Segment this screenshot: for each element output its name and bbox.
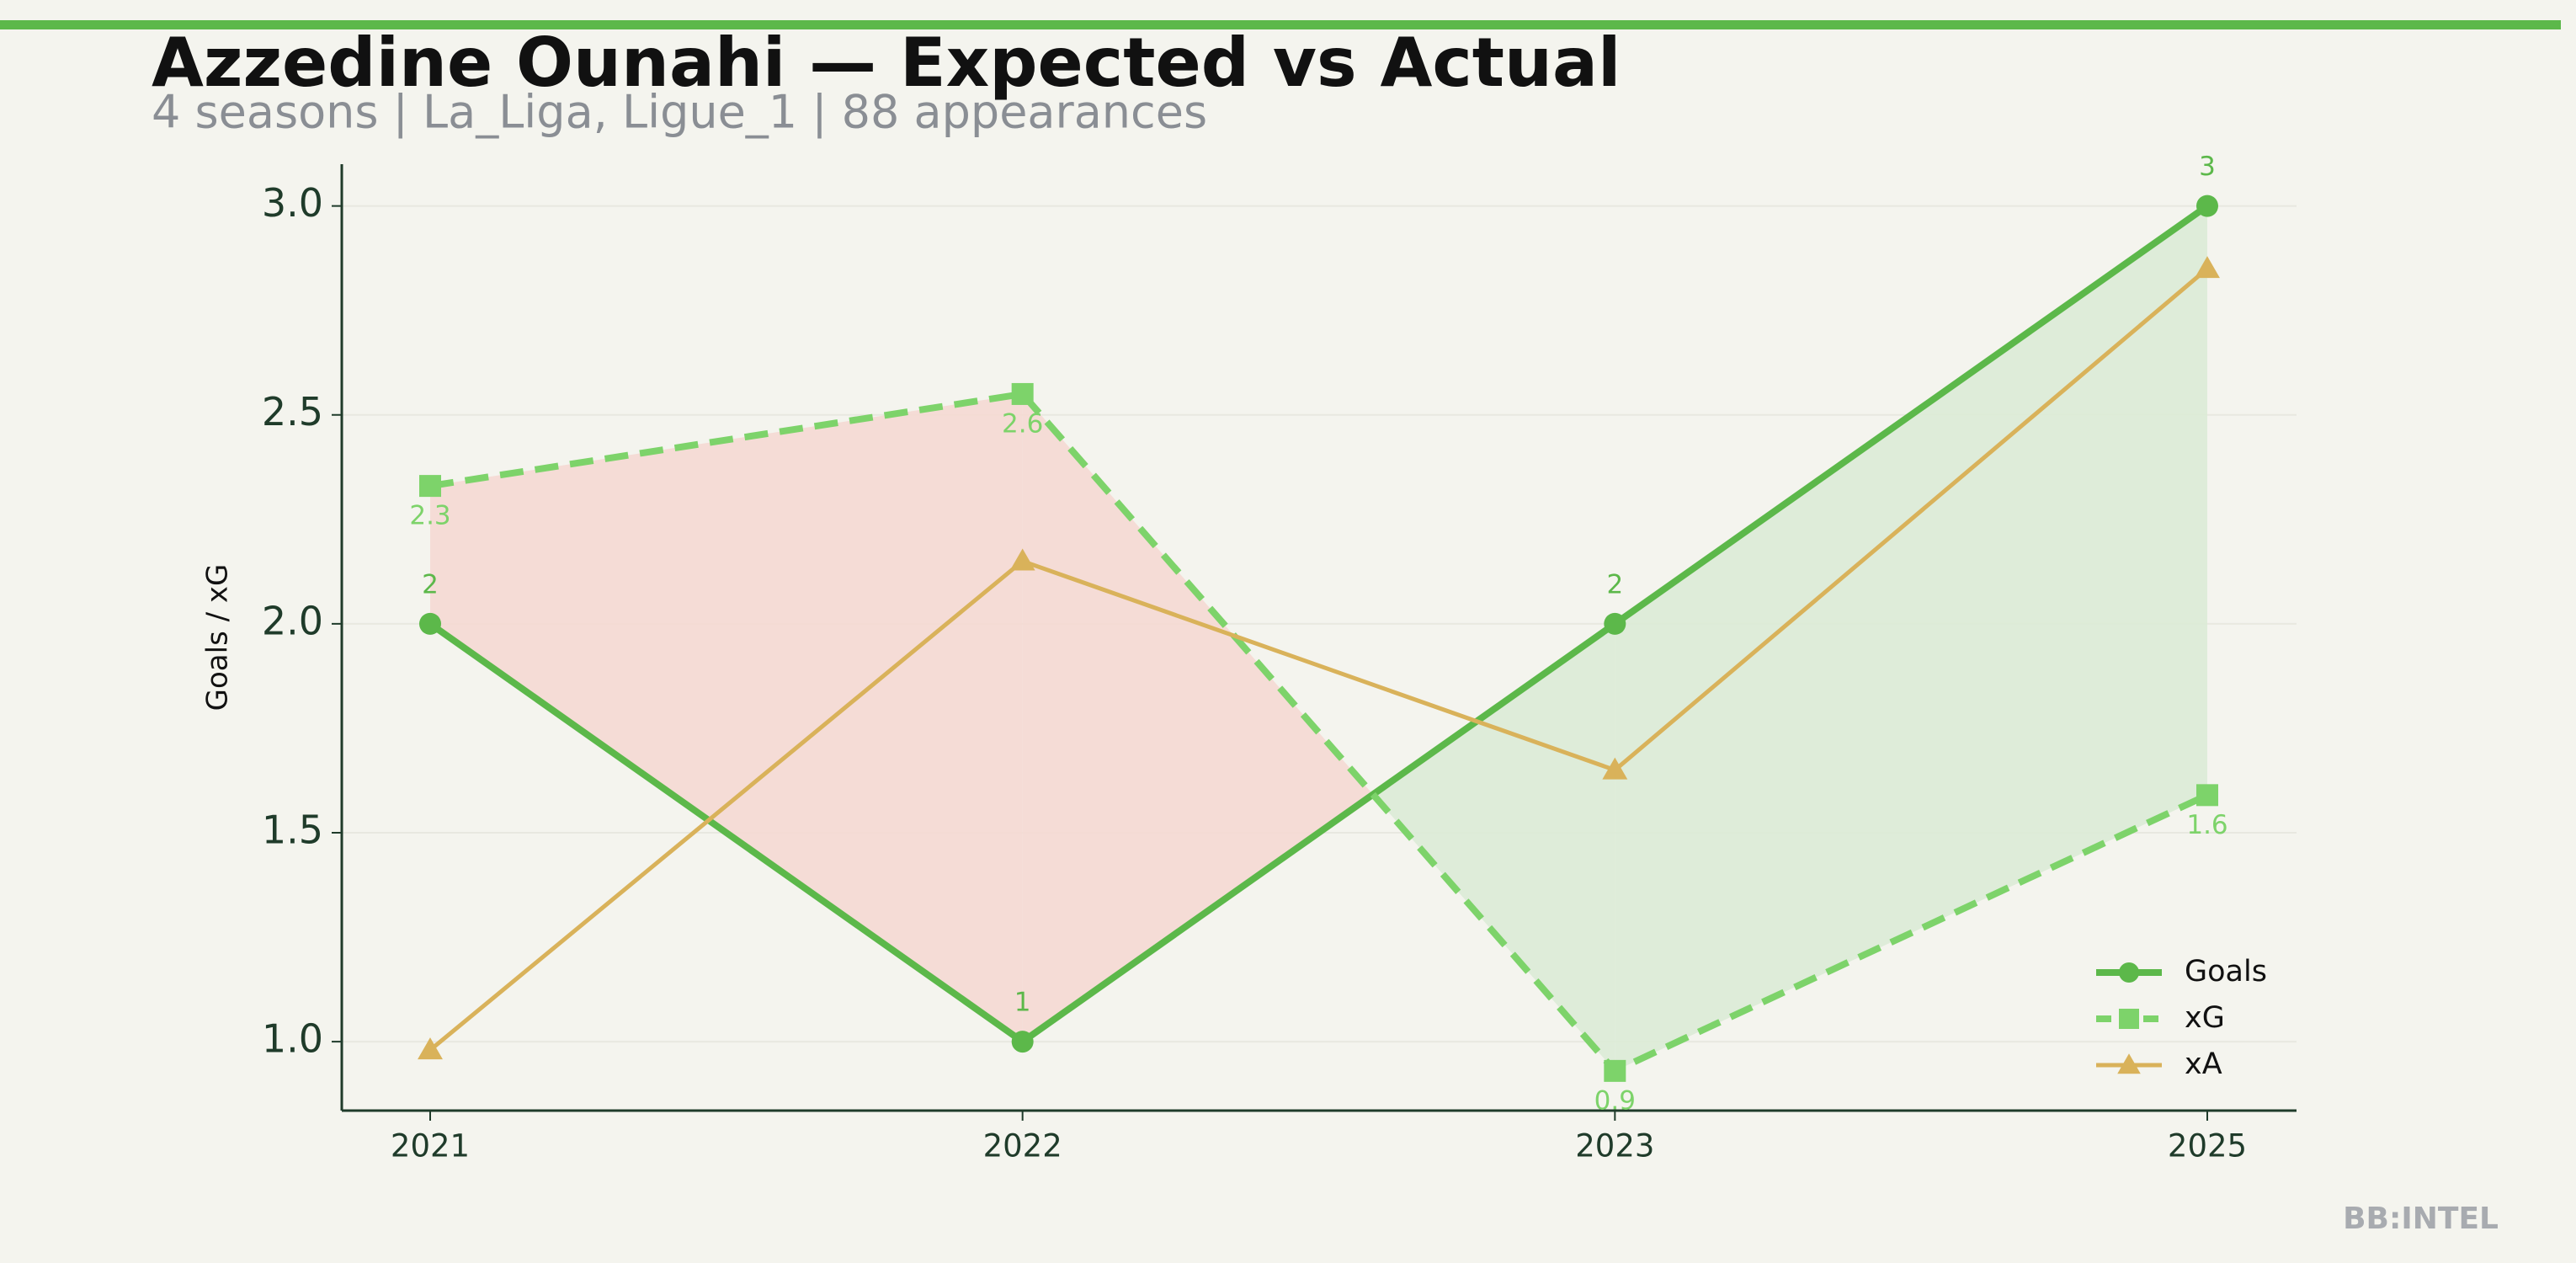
y-axis-label: Goals / xG [201, 564, 235, 711]
x-tick-label: 2021 [391, 1128, 470, 1164]
value-label: 1.6 [2186, 810, 2227, 840]
legend-marker [2119, 962, 2139, 983]
legend-label: Goals [2185, 955, 2267, 989]
marker [1602, 757, 1628, 780]
y-tick-label: 2.0 [262, 598, 323, 643]
value-label: 2 [422, 569, 439, 600]
marker [2196, 195, 2218, 217]
legend-label: xG [2185, 1001, 2225, 1035]
x-tick-label: 2025 [2168, 1128, 2247, 1164]
gap-fill [1022, 393, 1373, 1042]
series-line [429, 390, 2209, 1074]
value-label: 0.9 [1594, 1085, 1636, 1116]
marker [1011, 1031, 1034, 1053]
marker [2195, 256, 2220, 279]
value-label: 1 [1014, 988, 1031, 1018]
x-tick-label: 2023 [1575, 1128, 1654, 1164]
value-label: 3 [2199, 152, 2216, 182]
top-bar [0, 20, 2561, 29]
series-line [428, 267, 2209, 1052]
legend-marker [2119, 1009, 2139, 1029]
chart-subtitle: 4 seasons | La_Liga, Ligue_1 | 88 appear… [152, 86, 1207, 139]
value-label: 2 [1606, 569, 1623, 600]
series-line [428, 203, 2210, 1046]
y-tick-label: 1.5 [262, 807, 323, 852]
marker [1011, 382, 1034, 405]
y-tick-label: 3.0 [262, 180, 323, 226]
y-tick-label: 2.5 [262, 389, 323, 434]
legend-label: xA [2185, 1047, 2222, 1081]
gap-fill [1372, 623, 1615, 1071]
marker [2196, 784, 2218, 807]
legend-marker [2117, 1053, 2141, 1074]
y-tick-label: 1.0 [262, 1016, 323, 1062]
marker [419, 612, 441, 635]
marker [1604, 1059, 1626, 1082]
marker [419, 475, 441, 498]
gap-fill [430, 393, 1023, 1042]
chart-title: Azzedine Ounahi — Expected vs Actual [152, 24, 1621, 102]
value-label: 2.6 [1002, 408, 1043, 439]
marker [1604, 612, 1626, 635]
watermark: BB:INTEL [2343, 1202, 2499, 1236]
x-tick-label: 2022 [983, 1128, 1062, 1164]
value-label: 2.3 [409, 501, 450, 531]
marker [1009, 548, 1035, 571]
gap-fill [1615, 205, 2207, 1071]
marker [418, 1037, 443, 1060]
